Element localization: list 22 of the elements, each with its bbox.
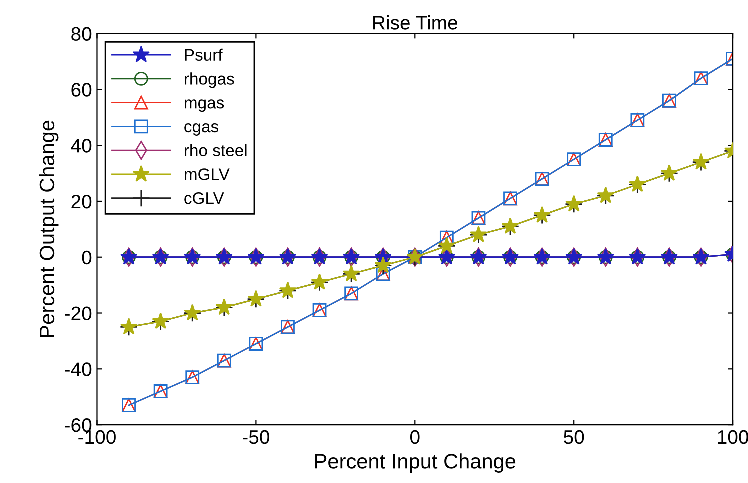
legend-label: mGLV: [185, 168, 230, 180]
legend-label: rhogas: [185, 72, 234, 88]
y-tick-label: -40: [65, 362, 92, 376]
legend-label: mgas: [185, 100, 224, 112]
legend-label: cGLV: [184, 192, 224, 204]
x-tick-label: 0: [410, 430, 420, 444]
y-tick-label: -60: [65, 418, 92, 432]
y-tick-label: 60: [72, 83, 92, 97]
y-tick-label: 40: [71, 139, 92, 153]
x-tick-label: 50: [564, 430, 584, 444]
x-axis-title: Percent Input Change: [316, 454, 516, 474]
y-axis-title: Percent Output Change: [39, 120, 59, 338]
legend-label: Psurf: [185, 48, 223, 62]
y-tick-label: 0: [82, 250, 92, 265]
legend-label: rho steel: [185, 144, 247, 157]
y-tick-label: 80: [72, 27, 92, 42]
legend-label: cgas: [184, 124, 219, 136]
x-tick-label: -100: [78, 430, 116, 444]
y-tick-label: 20: [72, 194, 92, 209]
y-tick-label: -20: [65, 306, 92, 320]
x-tick-label: -50: [243, 430, 270, 444]
chart-title: Rise Time: [374, 16, 458, 30]
